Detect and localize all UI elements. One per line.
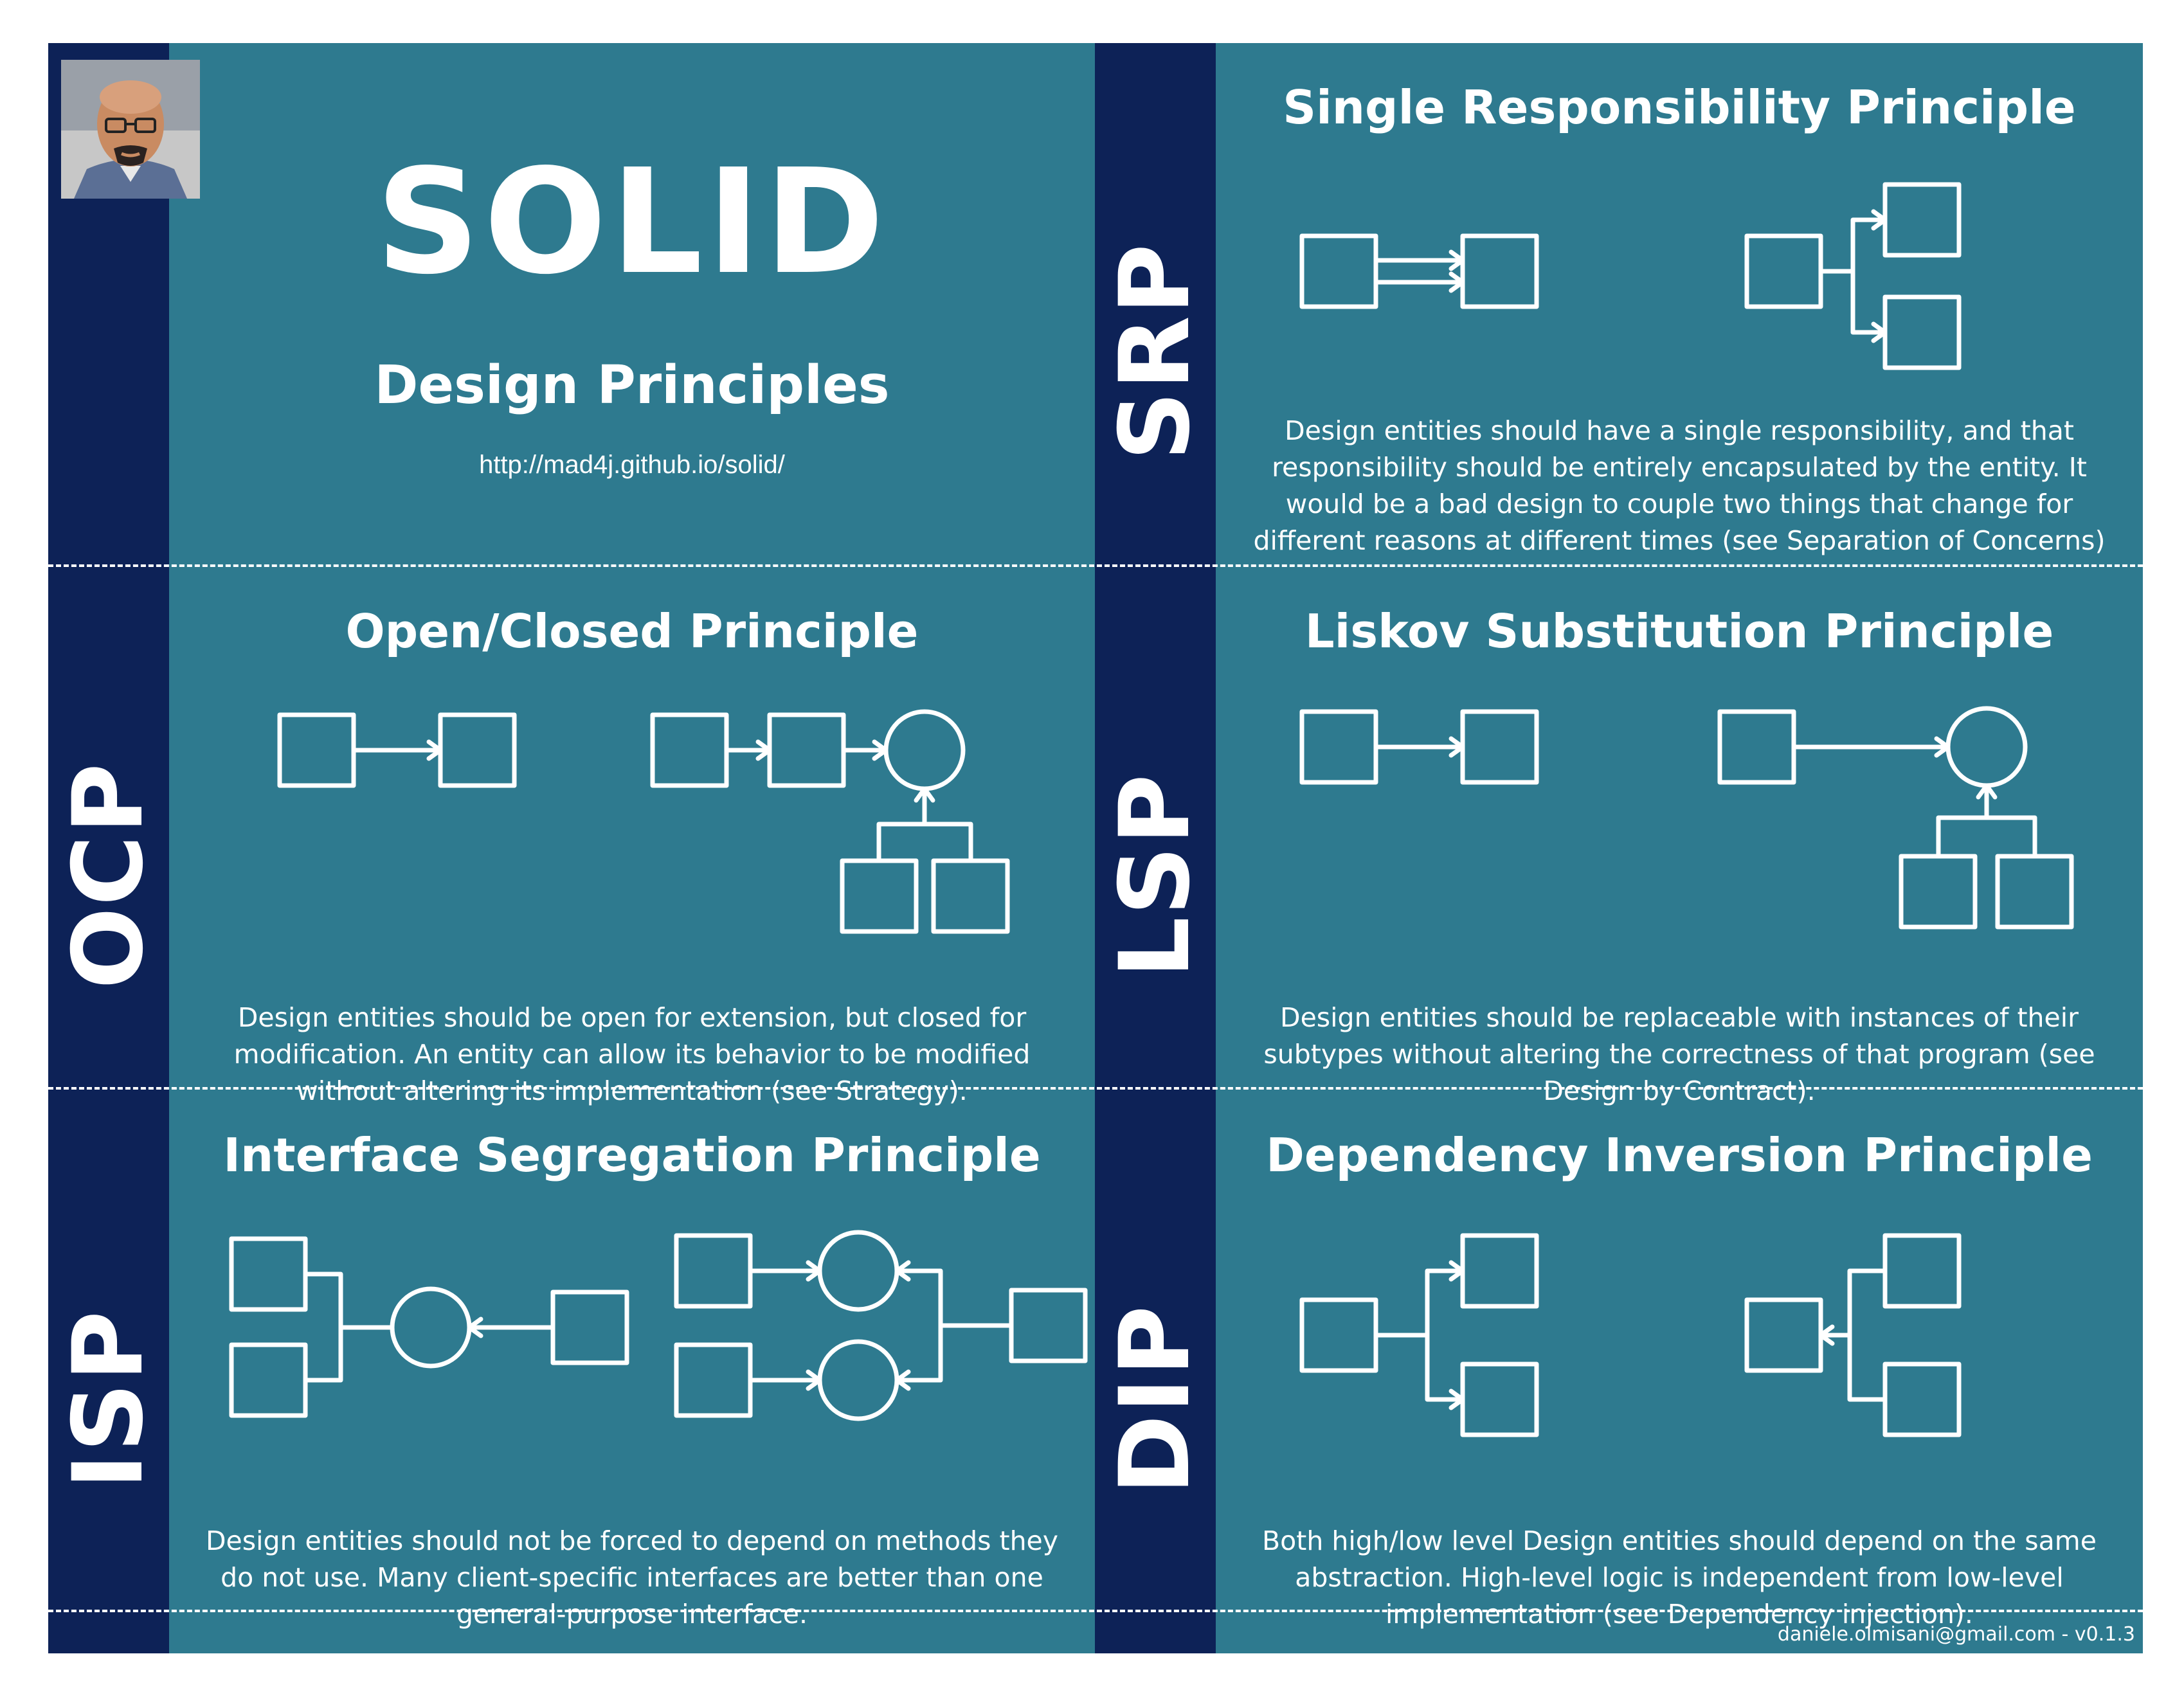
solid-poster: SOLID Design Principles http://mad4j.git… [48,43,2143,1653]
separator-row-3 [48,1610,2143,1612]
isp-diagram [229,1230,1088,1421]
page-title: SOLID [375,138,889,307]
dip-diagram [1299,1233,1962,1437]
ocp-title: Open/Closed Principle [345,604,919,658]
right-accent-stripe [1095,43,1216,1653]
srp-description: Design entities should have a single res… [1253,415,2106,556]
isp-description: Design entities should not be forced to … [205,1525,1059,1630]
ocp-description: Design entities should be open for exten… [233,1002,1031,1106]
isp-abbr: ISP [53,1309,165,1489]
isp-title: Interface Segregation Principle [223,1128,1041,1182]
separator-row-2 [48,1087,2143,1090]
page-subtitle: Design Principles [374,355,890,416]
lsp-diagram [1299,706,2074,930]
separator-row-1 [48,564,2143,567]
dip-description: Both high/low level Design entities shou… [1262,1525,2097,1630]
lsp-title: Liskov Substitution Principle [1304,604,2054,658]
dip-abbr: DIP [1099,1304,1211,1495]
author-avatar-icon [61,60,200,199]
ocp-abbr: OCP [53,762,165,989]
lsp-description: Design entities should be replaceable wi… [1263,1002,2095,1106]
dip-title: Dependency Inversion Principle [1266,1128,2093,1182]
srp-title: Single Responsibility Principle [1283,80,2076,134]
left-accent-stripe [48,43,169,1653]
project-link[interactable]: http://mad4j.github.io/solid/ [479,451,785,479]
srp-abbr: SRP [1099,242,1211,461]
ocp-diagram [277,709,1010,934]
author-contact: daniele.olmisani@gmail.com - v0.1.3 [1777,1623,2135,1646]
srp-diagram [1299,182,1962,370]
